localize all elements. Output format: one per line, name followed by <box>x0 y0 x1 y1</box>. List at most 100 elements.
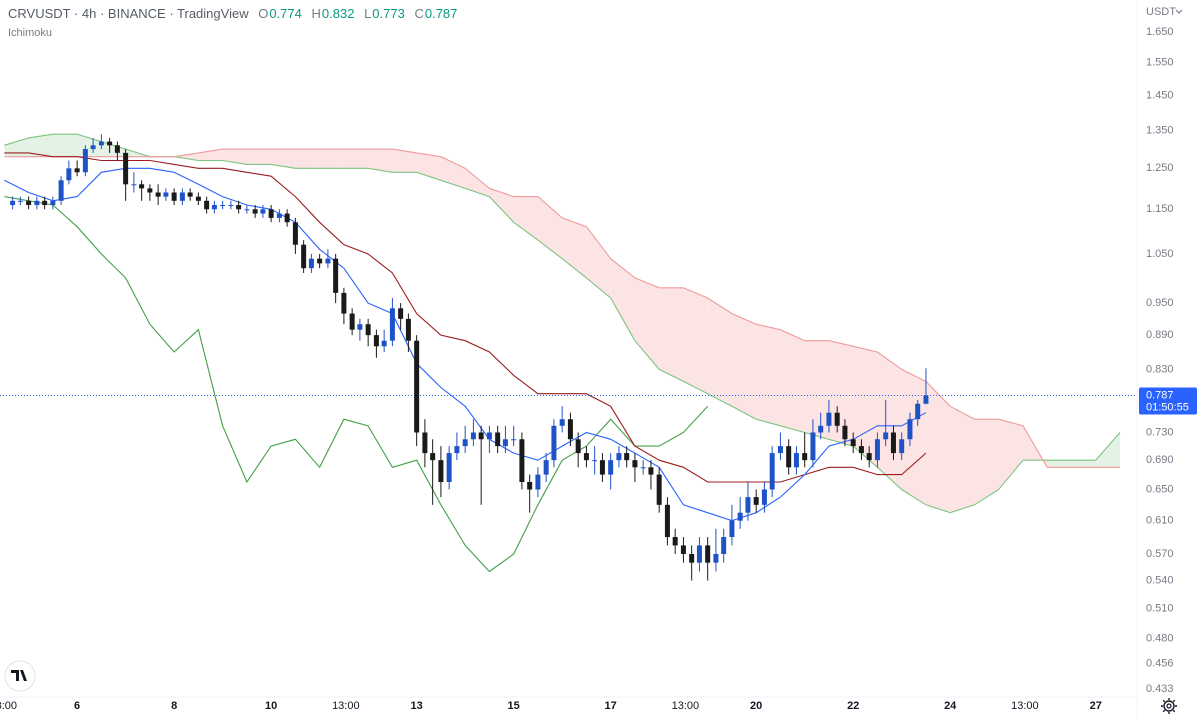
candle-body <box>866 453 872 461</box>
candle-body <box>575 439 581 454</box>
cloud-segment <box>295 149 320 169</box>
ichimoku-span-a-line <box>4 133 1121 514</box>
candle-body <box>583 453 589 461</box>
candle-body <box>713 553 719 563</box>
candle-body <box>818 425 824 433</box>
x-tick-label: 13:00 <box>332 700 360 712</box>
candle-body <box>656 474 662 505</box>
ohlc-value: 0.832 <box>321 6 355 21</box>
candle-body <box>292 222 298 245</box>
cloud-segment <box>610 258 635 341</box>
candle-body <box>551 425 557 461</box>
cloud-segment <box>246 149 272 165</box>
cloud-segment <box>28 134 53 157</box>
cloud-segment <box>707 297 732 407</box>
candle-body <box>826 412 832 426</box>
candle-body <box>301 244 307 269</box>
cloud-segment <box>634 277 660 370</box>
settings-button[interactable] <box>1161 698 1177 714</box>
cloud-segment <box>4 137 29 157</box>
candle-body <box>195 196 201 201</box>
plot-area <box>0 133 1135 581</box>
ohlc-value: 0.774 <box>269 6 302 21</box>
x-tick-label: 22 <box>847 700 859 712</box>
dropdown-arrow[interactable] <box>1175 9 1183 14</box>
y-tick-label: 0.480 <box>1146 632 1174 644</box>
candle-body <box>107 141 113 146</box>
candle-body <box>42 200 48 206</box>
cloud-segment <box>974 419 999 505</box>
ohlc-value: 0.787 <box>424 6 458 21</box>
y-tick-label: 0.610 <box>1146 515 1174 527</box>
cloud-segment <box>368 149 393 173</box>
ohlc-label: H <box>311 6 321 21</box>
candle-body <box>58 180 64 201</box>
candle-body <box>179 192 185 201</box>
candle-body <box>567 419 573 440</box>
candle-body <box>268 209 274 218</box>
cloud-segment <box>731 313 757 420</box>
cloud-segment <box>901 369 926 505</box>
cloud-segment <box>465 168 490 197</box>
candle-body <box>462 439 468 447</box>
cloud-segment <box>756 324 781 426</box>
candle-body <box>543 460 549 475</box>
candle-body <box>260 209 266 214</box>
candle-body <box>680 545 686 554</box>
x-tick-label: 24 <box>944 700 957 712</box>
candle-body <box>357 324 363 330</box>
candle-body <box>276 213 282 218</box>
x-tick-label: 6 <box>74 700 80 712</box>
cloud-segment <box>998 419 1023 490</box>
y-tick-label: 0.730 <box>1146 426 1174 438</box>
gear-teeth[interactable] <box>1161 698 1177 714</box>
candle-body <box>616 453 622 461</box>
candle-body <box>187 192 193 197</box>
candle-body <box>834 412 840 426</box>
gear-ring[interactable] <box>1163 700 1175 712</box>
cloud-segment <box>513 196 538 241</box>
y-tick-label: 0.456 <box>1146 657 1174 669</box>
x-tick-label: 10 <box>265 700 277 712</box>
y-tick-label: 0.890 <box>1146 329 1174 341</box>
legend-header: CRVUSDT · 4h · BINANCE · TradingView O0.… <box>8 6 457 21</box>
candle-body <box>228 205 234 207</box>
cloud-segment <box>416 152 441 181</box>
candle-body <box>98 141 104 146</box>
candle-body <box>163 192 169 197</box>
candle-body <box>398 308 404 319</box>
cloud-segment <box>319 149 344 169</box>
y-tick-label: 0.510 <box>1146 603 1174 615</box>
candle-body <box>777 446 783 454</box>
cloud-segment <box>174 152 199 161</box>
cloud-segment <box>659 287 684 382</box>
ohlc-label: C <box>414 6 424 21</box>
candle-body <box>454 446 460 454</box>
candle-body <box>761 489 767 505</box>
y-tick-label: 1.550 <box>1146 57 1174 69</box>
currency-label[interactable]: USDT <box>1146 6 1176 18</box>
x-tick-label: 17 <box>605 700 617 712</box>
ichimoku-conversion-line <box>4 167 927 522</box>
gear-hub[interactable] <box>1166 703 1172 709</box>
tradingview-logo[interactable] <box>4 660 36 692</box>
logo-badge[interactable] <box>4 660 36 692</box>
candle-body <box>82 149 88 173</box>
candle-body <box>349 313 355 330</box>
symbol-title[interactable]: CRVUSDT · 4h · BINANCE · TradingView <box>8 6 249 21</box>
candle-body <box>648 467 654 475</box>
candle-body <box>155 192 161 197</box>
candle-body <box>317 258 323 264</box>
candle-body <box>559 419 565 426</box>
price-tag-box <box>1139 387 1197 415</box>
currency-selector[interactable]: USDT <box>1146 6 1183 18</box>
candle-body <box>511 439 517 441</box>
candle-body <box>139 184 145 189</box>
cloud-segment <box>1071 460 1096 468</box>
price-tag-value: 0.787 <box>1146 389 1174 401</box>
logo-mark[interactable] <box>11 670 27 681</box>
candle-body <box>769 453 775 490</box>
indicator-label[interactable]: Ichimoku <box>8 27 53 39</box>
ohlc-label: L <box>364 6 372 21</box>
